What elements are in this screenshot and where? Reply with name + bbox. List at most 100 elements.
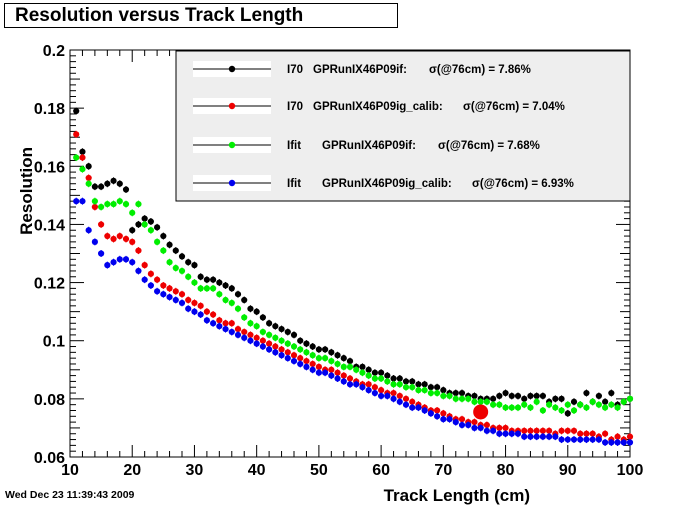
data-point [396, 375, 403, 382]
data-point [259, 337, 266, 344]
data-point [272, 343, 279, 350]
data-point [228, 285, 235, 292]
data-point [533, 398, 540, 405]
data-point [521, 433, 528, 440]
data-point [322, 355, 329, 362]
data-point [309, 366, 316, 373]
data-point [409, 398, 416, 405]
data-point [577, 436, 584, 443]
data-point [197, 302, 204, 309]
data-point [266, 340, 273, 347]
data-point [166, 294, 173, 301]
data-point [234, 331, 242, 338]
data-point [129, 209, 136, 216]
data-point [272, 323, 279, 330]
data-point [91, 203, 98, 211]
data-point [129, 227, 136, 234]
data-point [558, 407, 565, 414]
data-point [365, 387, 372, 394]
data-point [216, 291, 223, 298]
data-point [154, 224, 161, 231]
data-point [290, 343, 298, 350]
data-point [483, 398, 490, 405]
data-point [272, 334, 279, 341]
data-point [116, 256, 123, 263]
data-point [116, 180, 123, 187]
data-point [73, 131, 80, 138]
data-point [191, 308, 198, 315]
data-point [340, 372, 347, 379]
data-point [135, 200, 142, 208]
data-point [620, 439, 627, 446]
data-point [234, 325, 242, 333]
data-point [390, 389, 397, 397]
data-point [471, 392, 478, 400]
data-point [471, 398, 478, 405]
data-point [583, 436, 590, 443]
data-point [570, 398, 578, 405]
data-point [570, 407, 578, 414]
data-point [440, 416, 447, 423]
data-point [98, 183, 105, 190]
data-point [402, 401, 410, 408]
data-point [197, 285, 204, 292]
data-point [85, 163, 92, 170]
legend-sigma: σ(@76cm) = 6.93% [472, 178, 574, 190]
y-axis-label: Resolution [17, 147, 36, 235]
data-point [85, 174, 92, 182]
x-tick-label: 50 [310, 462, 328, 479]
data-point [297, 360, 304, 368]
data-point [122, 256, 130, 263]
data-point [564, 410, 571, 417]
data-point [415, 381, 422, 388]
data-point [471, 424, 478, 432]
data-point [496, 401, 503, 408]
data-point [241, 314, 248, 321]
data-point [521, 395, 528, 402]
data-point [228, 320, 235, 327]
data-point [496, 430, 503, 437]
y-tick-label: 0.1 [43, 334, 65, 351]
data-point [539, 427, 546, 434]
data-point [614, 439, 621, 446]
data-point [452, 395, 459, 402]
data-point [73, 107, 80, 115]
data-point [141, 215, 148, 222]
data-point [527, 404, 534, 411]
data-point [608, 439, 615, 446]
data-point [614, 433, 621, 440]
data-point [390, 375, 397, 382]
data-point [608, 401, 615, 408]
data-point [614, 404, 621, 411]
data-point [446, 392, 453, 400]
data-point [104, 180, 111, 187]
data-point [116, 232, 123, 240]
data-point [191, 279, 198, 286]
data-point [471, 419, 478, 426]
data-point [402, 378, 410, 385]
data-point [521, 401, 528, 408]
chart-title-box: Resolution versus Track Length [4, 3, 398, 28]
data-point [129, 259, 136, 266]
x-tick-label: 80 [497, 462, 515, 479]
data-point [303, 340, 310, 347]
data-point [490, 427, 497, 434]
data-point [434, 389, 441, 397]
data-point [458, 389, 466, 397]
data-point [297, 346, 304, 353]
data-point [570, 427, 578, 434]
data-point [110, 200, 117, 208]
data-point [147, 282, 154, 289]
data-point [340, 355, 347, 362]
data-point [222, 282, 229, 289]
data-point [122, 186, 130, 193]
data-point [166, 241, 173, 248]
data-point [514, 404, 522, 411]
legend-entry-1: I70 GPRunIX46P09ig_calib: σ(@76cm) = 7.04% [193, 98, 565, 114]
legend: I70 GPRunIX46P09if: σ(@76cm) = 7.86% I70 GPR… [175, 50, 631, 202]
data-point [602, 439, 609, 446]
data-point [589, 398, 596, 405]
data-point [322, 369, 329, 376]
data-point [79, 148, 86, 155]
data-point [284, 328, 291, 336]
